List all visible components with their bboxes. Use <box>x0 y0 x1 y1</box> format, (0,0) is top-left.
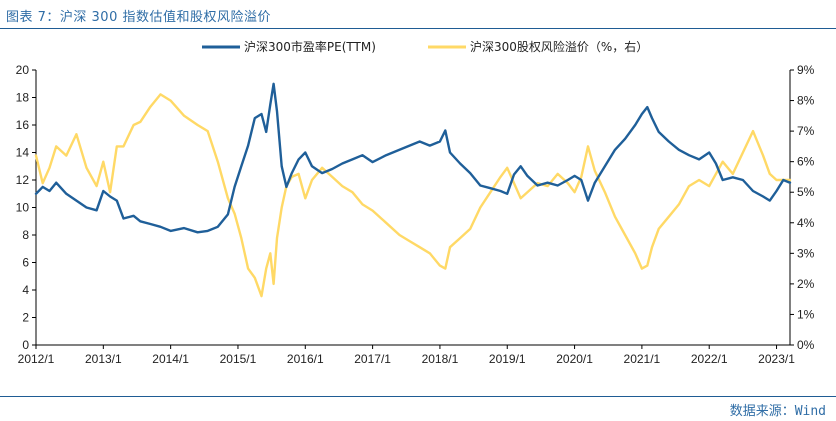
left-tick-label: 2 <box>22 311 29 325</box>
left-tick-label: 6 <box>22 256 29 270</box>
left-tick-label: 18 <box>16 91 30 105</box>
left-tick-label: 20 <box>16 63 30 77</box>
right-tick-label: 4% <box>797 216 815 230</box>
right-tick-label: 5% <box>797 185 815 199</box>
x-tick-label: 2021/1 <box>624 352 661 366</box>
x-tick-label: 2013/1 <box>85 352 122 366</box>
series-layer <box>34 82 792 298</box>
right-tick-label: 0% <box>797 338 815 352</box>
x-tick-label: 2022/1 <box>691 352 728 366</box>
x-tick-label: 2017/1 <box>354 352 391 366</box>
left-tick-label: 14 <box>16 146 30 160</box>
right-tick-label: 1% <box>797 307 815 321</box>
right-axis: 0% 1% 2% 3% 4% 5% 6% 7% 8% 9% <box>789 63 815 352</box>
legend-label-pe: 沪深300市盈率PE(TTM) <box>244 39 376 54</box>
x-tick-label: 2016/1 <box>287 352 324 366</box>
title-divider <box>0 28 836 29</box>
left-tick-label: 12 <box>16 173 30 187</box>
x-axis: 2012/1 2013/1 2014/1 2015/1 2016/1 2017/1 2018… <box>18 344 795 366</box>
chart: 0 2 4 6 8 10 12 14 16 18 20 0% 1% 2% 3% 4% 5% 6% 7% 8% 9% 2… <box>16 39 815 366</box>
footer-divider <box>0 396 836 397</box>
chart-title: 图表 7：沪深 300 指数估值和股权风险溢价 <box>6 10 271 25</box>
left-axis: 0 2 4 6 8 10 12 14 16 18 20 <box>16 63 37 352</box>
left-tick-label: 4 <box>22 283 29 297</box>
x-tick-label: 2014/1 <box>152 352 189 366</box>
x-tick-label: 2012/1 <box>18 352 55 366</box>
left-tick-label: 8 <box>22 228 29 242</box>
series-line-erp <box>34 93 792 298</box>
left-tick-label: 10 <box>16 201 30 215</box>
right-tick-label: 2% <box>797 277 815 291</box>
right-tick-label: 3% <box>797 246 815 260</box>
right-tick-label: 9% <box>797 63 815 77</box>
right-tick-label: 6% <box>797 155 815 169</box>
series-line-pe <box>34 82 792 234</box>
left-tick-label: 0 <box>22 338 29 352</box>
x-tick-label: 2019/1 <box>489 352 526 366</box>
left-tick-label: 16 <box>16 118 30 132</box>
right-tick-label: 7% <box>797 124 815 138</box>
legend: 沪深300市盈率PE(TTM) 沪深300股权风险溢价（%，右） <box>202 39 648 54</box>
data-source: 数据来源：Wind <box>729 404 826 419</box>
x-tick-label: 2020/1 <box>556 352 593 366</box>
x-tick-label: 2018/1 <box>422 352 459 366</box>
x-tick-label: 2015/1 <box>220 352 257 366</box>
x-tick-label: 2023/1 <box>758 352 795 366</box>
legend-label-erp: 沪深300股权风险溢价（%，右） <box>470 39 648 54</box>
right-tick-label: 8% <box>797 94 815 108</box>
